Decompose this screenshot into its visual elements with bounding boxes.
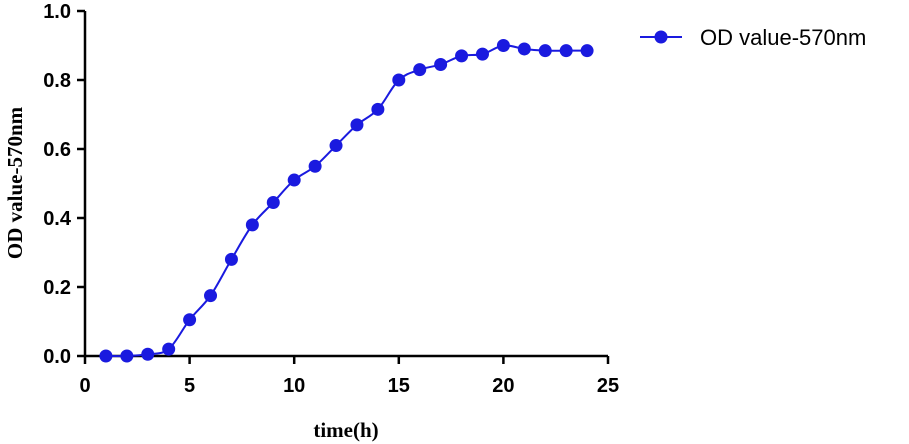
data-point: [455, 49, 469, 63]
data-point: [245, 218, 259, 232]
y-tick-label: 0.8: [43, 70, 71, 92]
y-tick-label: 0.0: [43, 346, 71, 368]
data-point: [371, 102, 385, 116]
x-tick-label: 5: [184, 375, 195, 397]
x-tick-label: 25: [597, 375, 619, 397]
data-point: [204, 289, 218, 303]
data-point: [434, 57, 448, 71]
data-point: [350, 118, 364, 132]
data-point: [308, 159, 322, 173]
x-tick-label: 0: [79, 375, 90, 397]
data-point: [496, 39, 510, 52]
data-point: [475, 47, 489, 61]
legend-marker: [654, 30, 668, 44]
data-point: [266, 195, 280, 209]
data-point: [329, 139, 343, 153]
data-point: [392, 73, 406, 87]
series-layer: [99, 39, 594, 363]
data-point: [162, 342, 176, 356]
data-point: [120, 349, 134, 363]
x-axis-title: time(h): [313, 418, 378, 442]
legend: OD value-570nm: [640, 25, 866, 50]
y-tick-label: 0.2: [43, 277, 71, 299]
y-tick-label: 0.6: [43, 139, 71, 161]
x-tick-label: 20: [492, 375, 514, 397]
data-point: [287, 173, 301, 187]
x-tick-label: 10: [283, 375, 305, 397]
y-axis-title: OD value-570nm: [3, 106, 27, 259]
legend-label: OD value-570nm: [700, 25, 866, 50]
axes: [83, 11, 608, 358]
y-tick-label: 1.0: [43, 1, 71, 23]
data-point: [580, 44, 594, 58]
data-point: [224, 252, 238, 266]
data-point: [99, 349, 113, 363]
data-point: [517, 42, 531, 56]
series-line: [105, 44, 588, 358]
data-point: [538, 44, 552, 58]
x-tick-label: 15: [388, 375, 410, 397]
data-point: [141, 347, 155, 361]
ticks: 0 5 10 15 20 25 0.0 0.2 0.4 0.6 0.8 1.0: [43, 1, 619, 397]
y-tick-label: 0.4: [43, 208, 72, 230]
data-point: [559, 44, 573, 58]
data-point: [413, 63, 427, 77]
data-point: [183, 313, 197, 327]
